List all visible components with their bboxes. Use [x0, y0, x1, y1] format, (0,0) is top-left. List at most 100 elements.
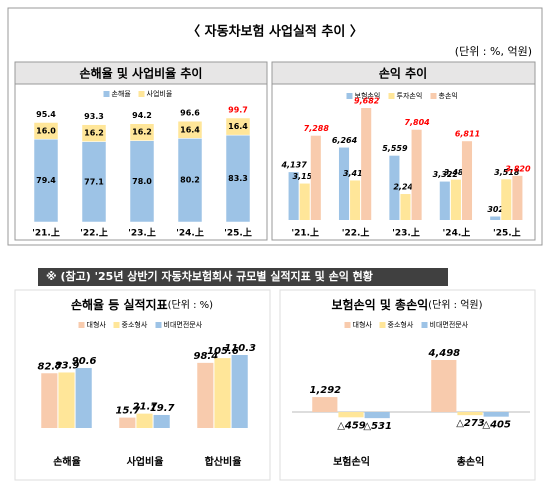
x-tick-label: 총손익: [457, 455, 485, 468]
bar: [58, 372, 75, 428]
legend-swatch: [113, 322, 120, 328]
unit: (단위 : %, 억원): [455, 45, 532, 58]
legend-label: 보험손익: [355, 92, 381, 100]
x-tick-label: 보험손익: [333, 455, 370, 468]
bar-segment: [177, 138, 203, 223]
x-tick-label: '25.上: [493, 227, 521, 239]
bar-segment: [225, 134, 251, 223]
x-tick-label: '23.上: [128, 227, 156, 239]
bar: [197, 362, 214, 428]
legend-swatch: [155, 322, 162, 328]
x-tick-label: '24.上: [443, 227, 471, 239]
value-label: 16.4: [180, 125, 200, 134]
bar-segment: [33, 122, 59, 140]
bar-segment: [129, 140, 155, 223]
total-label: 94.2: [132, 111, 152, 120]
bar: [119, 417, 136, 428]
bar: [450, 179, 461, 220]
value-label: 2,245: [393, 183, 419, 192]
legend-swatch: [138, 91, 145, 97]
panel: [14, 289, 271, 481]
legend-label: 사업비율: [147, 89, 173, 98]
value-label: 4,498: [427, 348, 460, 359]
bar: [75, 368, 92, 428]
legend-swatch: [78, 322, 85, 328]
bar: [350, 180, 361, 220]
legend-label: 중소형사: [122, 320, 148, 329]
bar: [288, 172, 299, 220]
value-label: 16.4: [228, 122, 248, 131]
value-label: 16.2: [84, 129, 104, 138]
bar: [214, 358, 231, 428]
chart-title: 손해율 및 사업비율 추이: [80, 66, 203, 81]
legend-label: 대형사: [87, 320, 107, 329]
value-label: △273: [456, 418, 485, 429]
total-label: 96.6: [180, 109, 200, 118]
bar: [136, 413, 153, 428]
bar-segment: [33, 138, 59, 223]
bar: [361, 108, 372, 220]
value-label: 3,518: [494, 168, 520, 177]
section-title: ※ (참고) '25년 상반기 자동차보험회사 규모별 실적지표 및 손익 현황: [46, 269, 373, 283]
legend-label: 비대면전문사: [164, 320, 203, 329]
legend-swatch: [103, 91, 110, 97]
bar: [364, 412, 390, 419]
bar-segment: [225, 117, 251, 136]
bar: [411, 129, 422, 220]
chart-title: 보험손익 및 총손익(단위 : 억원): [331, 297, 482, 312]
bar: [490, 216, 501, 220]
value-label: △405: [482, 420, 511, 431]
bar-segment: [177, 120, 203, 139]
legend-swatch: [379, 322, 386, 328]
value-label: 83.3: [228, 174, 248, 183]
value-label: 7,288: [304, 124, 330, 133]
legend-label: 손해율: [112, 89, 132, 98]
chart-title: 손해율 등 실적지표(단위 : %): [71, 297, 213, 312]
legend-label: 투자손익: [397, 91, 423, 100]
chart-title: 보험손익 및 총손익: [331, 297, 428, 312]
panel-header: [14, 61, 268, 85]
section-header: [38, 268, 448, 286]
value-label: 21.7: [133, 402, 158, 413]
total-label: 99.7: [228, 106, 248, 115]
bar: [400, 194, 411, 220]
bar-segment: [129, 123, 155, 141]
top-frame: [7, 7, 543, 246]
x-tick-label: '22.上: [342, 227, 370, 239]
x-tick-label: '24.上: [176, 227, 204, 239]
value-label: 82.7: [37, 361, 62, 372]
bar: [457, 412, 483, 416]
page-title: 〈 자동차보험 사업실적 추이 〉: [187, 24, 363, 40]
value-label: 16.0: [36, 126, 56, 135]
chart-title: 손해율 등 실적지표: [71, 297, 168, 312]
legend-swatch: [346, 93, 353, 99]
legend-swatch: [344, 322, 351, 328]
value-label: 3,151: [293, 172, 318, 181]
x-tick-label: 합산비율: [205, 455, 242, 468]
bar: [153, 414, 170, 428]
bar-segment: [81, 124, 107, 142]
value-label: 79.4: [36, 176, 56, 185]
bar: [431, 360, 457, 412]
bar: [312, 397, 338, 412]
total-label: 93.3: [84, 112, 104, 121]
bar: [338, 147, 350, 220]
value-label: 3,418: [343, 169, 369, 178]
value-label: 3,820: [505, 164, 531, 173]
panel-header: [271, 61, 536, 85]
x-tick-label: 손해율: [53, 455, 81, 468]
chart-title: 손익 추이: [379, 66, 427, 81]
legend-swatch: [421, 322, 428, 328]
x-tick-label: '21.上: [291, 227, 319, 239]
chart-unit: (단위 : %): [168, 298, 214, 311]
value-label: 90.6: [72, 356, 97, 367]
chart-unit: (단위 : 억원): [428, 298, 482, 311]
panel: [279, 289, 536, 481]
bar: [389, 155, 400, 220]
legend-swatch: [430, 93, 437, 99]
value-label: △531: [363, 421, 392, 432]
value-label: 6,264: [332, 136, 358, 145]
value-label: 5,559: [382, 144, 408, 153]
value-label: 1,292: [309, 385, 341, 396]
legend-label: 총손익: [439, 91, 458, 100]
